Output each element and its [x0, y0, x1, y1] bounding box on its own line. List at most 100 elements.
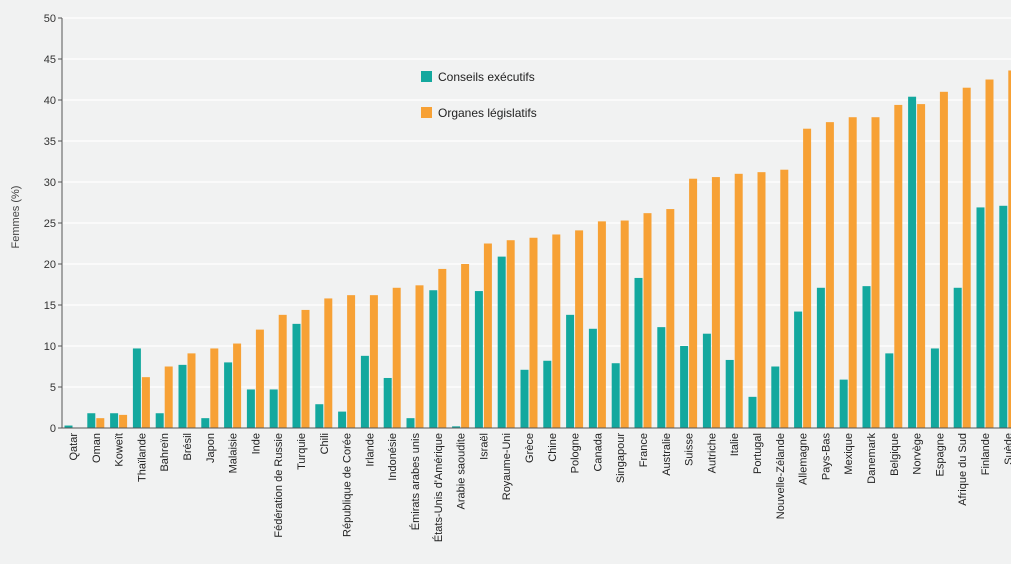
bar-executive: [224, 362, 233, 428]
gridlines: [62, 17, 1011, 388]
bar-executive: [771, 366, 780, 428]
bar-executive: [566, 314, 575, 428]
x-tick-label: Allemagne: [798, 433, 810, 485]
bar-executive: [269, 389, 278, 428]
x-tick-label: Chili: [319, 433, 331, 454]
y-tick-label: 15: [44, 300, 56, 312]
bar-executive: [999, 205, 1008, 428]
y-tick-label: 0: [50, 423, 56, 435]
x-tick-label: Danemark: [866, 433, 878, 484]
y-tick-label: 40: [44, 95, 56, 107]
bar-legislative: [780, 169, 789, 428]
y-tick-label: 5: [50, 382, 56, 394]
bar-legislative: [1008, 70, 1011, 428]
x-tick-label: Koweït: [114, 433, 126, 467]
bar-legislative: [119, 414, 128, 428]
bar-legislative: [962, 87, 971, 428]
bar-legislative: [552, 234, 561, 428]
bar-executive: [543, 360, 552, 428]
x-tick-label: Norvège: [912, 433, 924, 475]
bar-legislative: [369, 295, 378, 428]
bar-legislative: [210, 348, 219, 428]
bar-executive: [315, 404, 324, 428]
y-tick-label: 25: [44, 218, 56, 230]
bar-executive: [862, 286, 871, 428]
x-tick-label: Grèce: [524, 433, 536, 463]
x-tick-label: Arabie saoudite: [456, 433, 468, 509]
x-tick-label: Thaïlande: [136, 433, 148, 482]
bar-executive: [816, 287, 825, 428]
bar-legislative: [324, 298, 333, 428]
x-tick-label: Suisse: [684, 433, 696, 466]
x-tick-label: Mexique: [843, 433, 855, 475]
bar-executive: [976, 207, 985, 428]
x-tick-label: Italie: [729, 433, 741, 456]
bar-executive: [452, 426, 461, 428]
x-tick-label: Espagne: [934, 433, 946, 476]
x-tick-label: Australie: [661, 433, 673, 476]
bar-legislative: [939, 91, 948, 429]
bar-executive: [155, 413, 164, 428]
x-tick-label: Bahreïn: [159, 433, 171, 472]
bar-executive: [702, 333, 711, 428]
x-tick-label: Chine: [547, 433, 559, 462]
x-tick-label: Brésil: [182, 433, 194, 461]
bar-legislative: [643, 213, 652, 428]
x-tick-label: Belgique: [889, 433, 901, 476]
bar-legislative: [392, 287, 401, 428]
bar-legislative: [757, 172, 766, 428]
x-axis: Qatar Oman Koweït Thaïlande Bahreïn Brésil Jap…: [62, 427, 1011, 542]
bar-executive: [930, 348, 939, 428]
bar-executive: [474, 291, 483, 428]
bar-legislative: [164, 366, 173, 428]
bar-executive: [87, 413, 96, 428]
x-tick-label: Turquie: [296, 433, 308, 470]
bar-legislative: [483, 243, 492, 428]
x-tick-label: Japon: [205, 433, 217, 463]
legend: Conseils exécutifs Organes législatifs: [421, 70, 537, 120]
bar-executive: [657, 327, 666, 428]
y-tick-label: 45: [44, 54, 56, 66]
x-tick-label: Émirats arabes unis: [409, 433, 422, 531]
y-tick-label: 30: [44, 177, 56, 189]
x-tick-label: Indonésie: [387, 433, 399, 481]
bar-executive: [406, 418, 415, 428]
x-tick-label: Irlande: [364, 433, 376, 467]
x-tick-label: Finlande: [980, 433, 992, 475]
x-tick-label: Autriche: [706, 433, 718, 473]
x-tick-label: Singapour: [615, 433, 627, 483]
bars: [64, 70, 1011, 429]
bar-executive: [246, 389, 255, 428]
bar-legislative: [803, 128, 812, 428]
bar-legislative: [871, 117, 880, 428]
bar-legislative: [301, 309, 310, 428]
bar-executive: [634, 277, 643, 428]
bar-executive: [110, 413, 119, 428]
y-tick-label: 20: [44, 259, 56, 271]
bar-legislative: [255, 329, 264, 428]
bar-legislative: [461, 264, 470, 428]
legend-label-executive: Conseils exécutifs: [438, 70, 535, 84]
bar-legislative: [506, 240, 515, 428]
bar-executive: [953, 287, 962, 428]
bar-legislative: [575, 230, 584, 428]
x-tick-label: Pologne: [570, 433, 582, 473]
bar-executive: [497, 256, 506, 428]
x-tick-label: Inde: [250, 433, 262, 454]
y-tick-label: 10: [44, 341, 56, 353]
bar-executive: [725, 359, 734, 428]
x-tick-label: Suède: [1003, 433, 1011, 465]
y-tick-label: 50: [44, 13, 56, 25]
x-tick-label: Nouvelle-Zélande: [775, 433, 787, 519]
bar-legislative: [187, 353, 196, 428]
y-axis: 0 5 10 15 20 25 30 35 40 45 50: [44, 13, 63, 435]
bar-executive: [885, 353, 894, 428]
bar-executive: [64, 425, 73, 428]
bar-legislative: [734, 173, 743, 428]
x-tick-label: Fédération de Russie: [273, 433, 285, 538]
bar-executive: [520, 369, 529, 428]
x-tick-label: Malaisie: [228, 433, 240, 473]
bar-executive: [429, 290, 438, 428]
bar-legislative: [597, 221, 606, 428]
y-tick-label: 35: [44, 136, 56, 148]
